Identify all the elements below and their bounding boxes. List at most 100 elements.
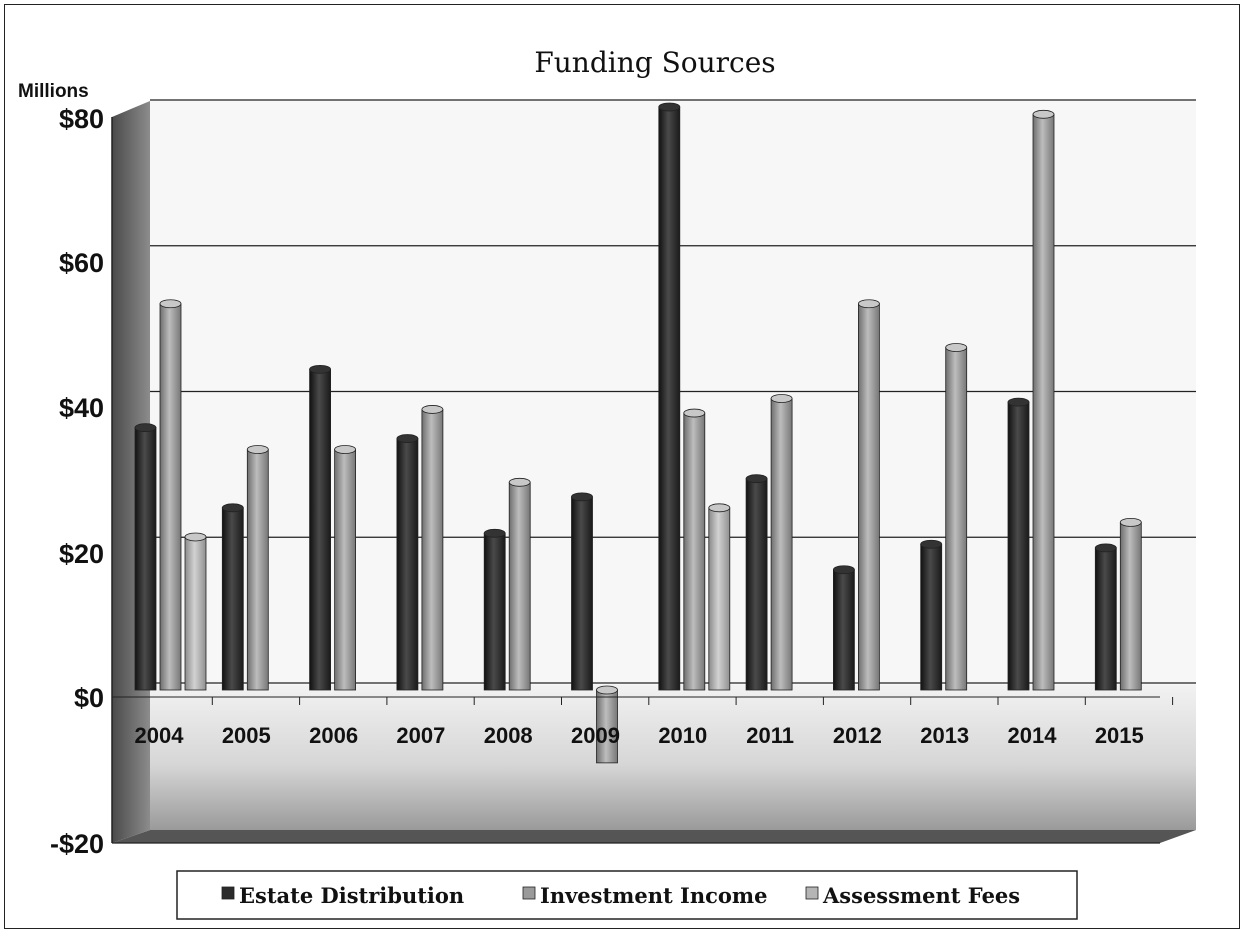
- legend-label: Assessment Fees: [822, 883, 1020, 908]
- bar-cap: [1119, 517, 1142, 527]
- y-axis-ticks: $80 $60 $40 $20 $0 -$20: [50, 104, 104, 859]
- y-tick-label: $0: [74, 683, 104, 713]
- bar-body: [246, 449, 269, 691]
- bar-cap: [571, 492, 593, 502]
- x-tick-label: 2013: [920, 723, 969, 748]
- bar-cap: [396, 434, 419, 443]
- bar: [920, 539, 943, 691]
- bar-body: [945, 347, 968, 691]
- bar-body: [134, 427, 157, 691]
- x-tick-label: 2012: [833, 723, 882, 748]
- x-axis-ticks: 2004 2005 2006 2007 2008 2009 2010 2011 2012 2013…: [112, 696, 1174, 748]
- legend-swatch: [221, 886, 235, 900]
- x-tick-label: 2009: [571, 723, 620, 748]
- bar-body: [920, 543, 943, 691]
- bar: [246, 445, 269, 691]
- bar-cap: [945, 343, 968, 352]
- bar-body: [745, 478, 768, 691]
- bar-body: [421, 409, 444, 691]
- bar: [745, 474, 768, 691]
- x-tick-label: 2011: [746, 723, 794, 748]
- legend-label: Estate Distribution: [239, 883, 464, 908]
- bar: [683, 408, 706, 691]
- bar-cap: [596, 685, 618, 695]
- y-tick-label: $60: [59, 248, 104, 278]
- bar-body: [334, 449, 357, 691]
- bar: [309, 364, 332, 691]
- bar-body: [483, 532, 506, 691]
- bar: [221, 503, 244, 691]
- bar-cap: [770, 394, 793, 403]
- bar-cap: [833, 565, 855, 575]
- legend: Estate Distribution Investment Income Asse…: [176, 870, 1078, 920]
- bar: [396, 434, 419, 691]
- x-tick-label: 2015: [1095, 723, 1144, 748]
- bar-cap: [334, 445, 357, 454]
- bar: [1119, 517, 1142, 691]
- y-tick-label: $80: [59, 104, 104, 134]
- x-tick-label: 2014: [1008, 723, 1058, 748]
- x-tick-label: 2005: [222, 723, 271, 748]
- bar: [1032, 109, 1055, 691]
- bar-cap: [683, 408, 706, 418]
- bar-cap: [1007, 397, 1030, 407]
- bars: [134, 102, 1142, 764]
- bar: [770, 394, 793, 691]
- bar: [334, 445, 357, 691]
- legend-swatch: [805, 886, 819, 900]
- floor: [150, 685, 1196, 830]
- x-tick-label: 2007: [396, 723, 445, 748]
- legend-box: [176, 870, 1078, 920]
- bar-body: [683, 412, 706, 691]
- bar: [1094, 543, 1117, 691]
- bar-body: [159, 303, 182, 691]
- bar: [1007, 397, 1030, 691]
- bar-body: [1032, 113, 1055, 691]
- x-tick-label: 2008: [484, 723, 533, 748]
- bar-body: [833, 569, 855, 691]
- bar-cap: [483, 528, 506, 538]
- x-tick-label: 2010: [658, 723, 707, 748]
- bar-body: [858, 303, 880, 691]
- bar-cap: [246, 445, 269, 454]
- bar-cap: [1094, 543, 1117, 553]
- bar: [571, 492, 593, 691]
- legend-label: Investment Income: [540, 883, 768, 908]
- bar: [833, 565, 855, 691]
- bar-body: [1094, 547, 1117, 691]
- bar: [945, 343, 968, 691]
- x-tick-label: 2006: [309, 723, 358, 748]
- bar: [658, 102, 681, 691]
- y-tick-label: $20: [59, 539, 104, 569]
- y-tick-label: -$20: [50, 829, 104, 859]
- bar-cap: [708, 503, 731, 513]
- legend-swatch: [522, 886, 536, 900]
- bar-body: [571, 496, 593, 691]
- bar-body: [1119, 521, 1142, 691]
- bar-body: [508, 481, 531, 691]
- bar: [508, 477, 531, 691]
- bar-body: [309, 368, 332, 691]
- y-tick-label: $40: [59, 393, 104, 423]
- bar-body: [221, 507, 244, 691]
- bar-body: [708, 507, 731, 691]
- bar: [421, 405, 444, 691]
- bar: [596, 685, 618, 764]
- bar-cap: [309, 364, 332, 374]
- chart-title: Funding Sources: [534, 46, 775, 79]
- bar-cap: [658, 102, 681, 112]
- bar-body: [658, 106, 681, 691]
- bar-cap: [508, 477, 531, 487]
- bar: [483, 528, 506, 691]
- bar-cap: [159, 299, 182, 309]
- bar-cap: [745, 474, 768, 484]
- bar-cap: [920, 539, 943, 549]
- bar: [708, 503, 731, 691]
- bar-body: [770, 398, 793, 691]
- bar-cap: [221, 503, 244, 513]
- bar-cap: [184, 532, 207, 542]
- bar-cap: [421, 405, 444, 414]
- x-tick-label: 2004: [135, 723, 185, 748]
- bar: [184, 532, 207, 691]
